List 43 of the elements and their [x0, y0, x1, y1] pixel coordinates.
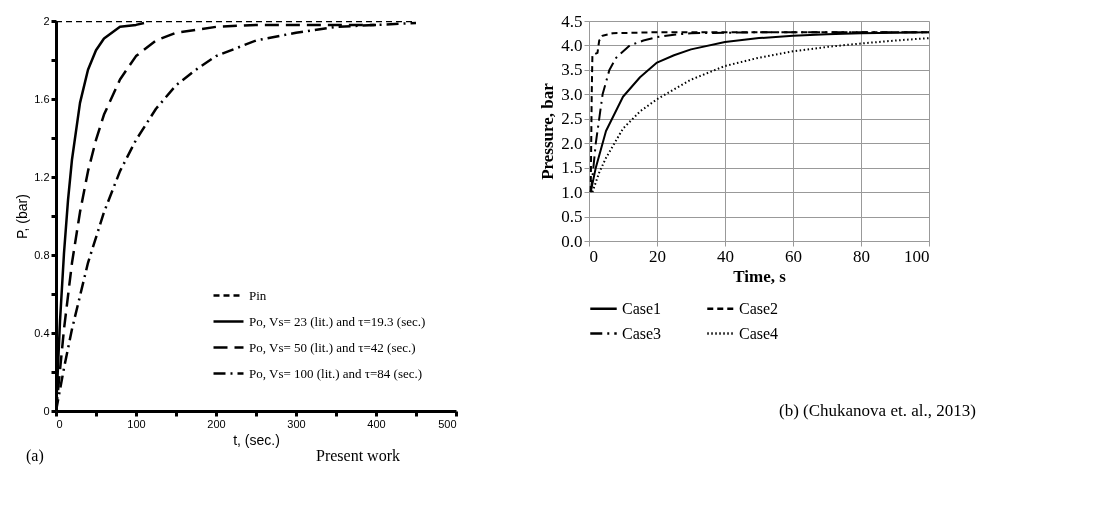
y-tick-label: 4.5: [561, 11, 583, 31]
y-tick-label: 2.0: [561, 133, 583, 153]
x-tick-label: 80: [853, 246, 870, 266]
x-tick-label: 0: [56, 417, 63, 430]
y-tick-label: 3.0: [561, 84, 583, 104]
legend-label: Case2: [739, 299, 779, 317]
legend-label: Pin: [249, 287, 267, 303]
x-tick-label: 40: [717, 246, 734, 266]
y-tick-label: 0.5: [561, 207, 583, 227]
y-tick-label: 1.6: [34, 92, 50, 105]
x-tick-label: 500: [438, 417, 457, 430]
x-axis-title: t, (sec.): [233, 431, 280, 448]
legend-label: Case3: [622, 324, 662, 342]
y-tick-label: 0.0: [561, 231, 583, 251]
x-axis-title: Time, s: [733, 266, 787, 286]
legend-label: Po, Vs= 23 (lit.) and τ=19.3 (sec.): [249, 313, 426, 329]
x-tick-label: 400: [367, 417, 386, 430]
legend-label: Case4: [739, 324, 779, 342]
text: (b) (Chukanova et. al., 2013): [779, 401, 976, 420]
y-tick-label: 0: [43, 404, 50, 417]
x-tick-label: 100: [127, 417, 146, 430]
legend-label: Po, Vs= 50 (lit.) and τ=42 (sec.): [249, 339, 416, 355]
y-tick-label: 4.0: [561, 35, 583, 55]
x-tick-label: 300: [287, 417, 306, 430]
y-tick-label: 1.2: [34, 170, 50, 183]
x-tick-label: 60: [785, 246, 802, 266]
y-tick-label: 1.0: [561, 182, 583, 202]
y-tick-label: 1.5: [561, 158, 583, 178]
text: (a): [26, 447, 44, 465]
legend-label: Case1: [622, 299, 662, 317]
legend-label: Po, Vs= 100 (lit.) and τ=84 (sec.): [249, 365, 423, 381]
x-tick-label: 20: [649, 246, 666, 266]
y-axis-title: Pressure, bar: [538, 82, 558, 180]
y-tick-label: 0.4: [34, 326, 50, 339]
x-tick-label: 0: [589, 246, 598, 266]
y-tick-label: 2.5: [561, 109, 583, 129]
y-tick-label: 0.8: [34, 248, 50, 261]
x-tick-label: 100: [904, 246, 930, 266]
x-tick-label: 200: [207, 417, 226, 430]
y-tick-label: 2: [43, 14, 50, 27]
y-tick-label: 3.5: [561, 60, 583, 80]
y-axis-title: P, (bar): [14, 194, 31, 239]
text: Present work: [316, 447, 400, 464]
